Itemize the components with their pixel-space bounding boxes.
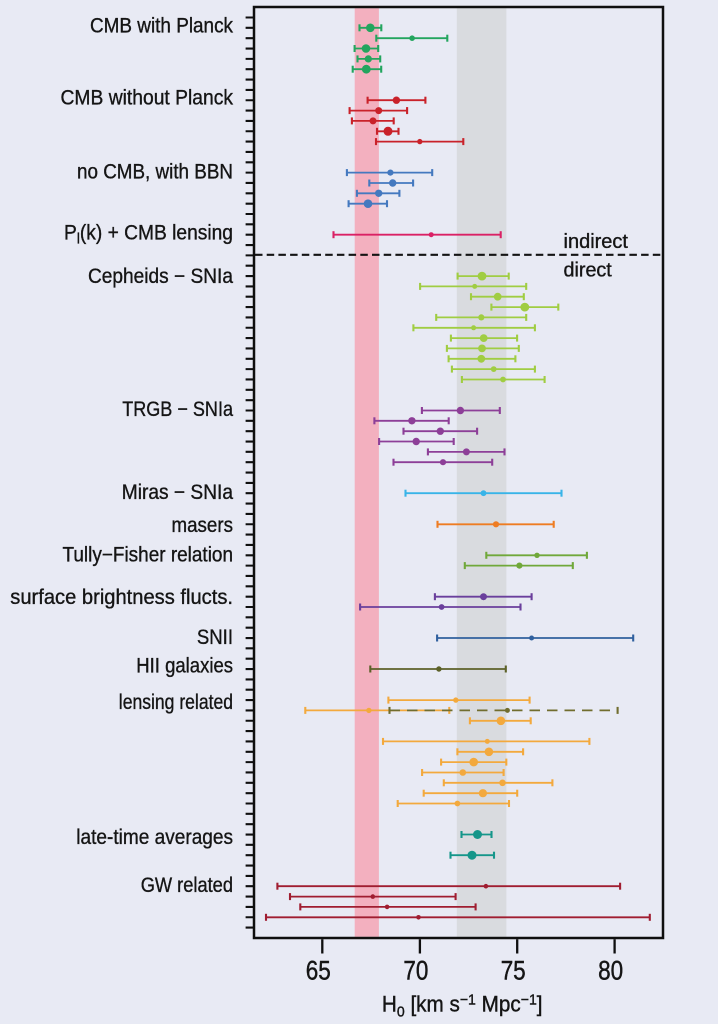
svg-text:no CMB, with BBN: no CMB, with BBN [77,160,233,183]
svg-text:TRGB − SNIa: TRGB − SNIa [122,398,233,421]
svg-text:65: 65 [306,956,331,986]
svg-text:indirect: indirect [564,231,629,253]
svg-text:HII galaxies: HII galaxies [136,654,233,677]
svg-text:Tully−Fisher relation: Tully−Fisher relation [63,544,234,567]
svg-text:GW related: GW related [141,874,233,897]
svg-text:lensing related: lensing related [119,691,233,714]
svg-text:Miras − SNIa: Miras − SNIa [122,481,233,504]
svg-text:CMB with Planck: CMB with Planck [90,15,233,38]
svg-text:SNII: SNII [197,626,233,649]
svg-text:CMB without Planck: CMB without Planck [61,86,234,109]
svg-text:75: 75 [501,956,526,986]
svg-text:masers: masers [172,514,234,537]
svg-text:Pl(k) + CMB lensing: Pl(k) + CMB lensing [64,221,233,247]
svg-text:direct: direct [564,260,613,282]
svg-text:late-time averages: late-time averages [76,826,233,849]
svg-text:70: 70 [403,956,428,986]
svg-text:Cepheids − SNIa: Cepheids − SNIa [88,265,233,288]
svg-text:80: 80 [598,956,623,986]
svg-text:surface brightness flucts.: surface brightness flucts. [10,586,233,609]
